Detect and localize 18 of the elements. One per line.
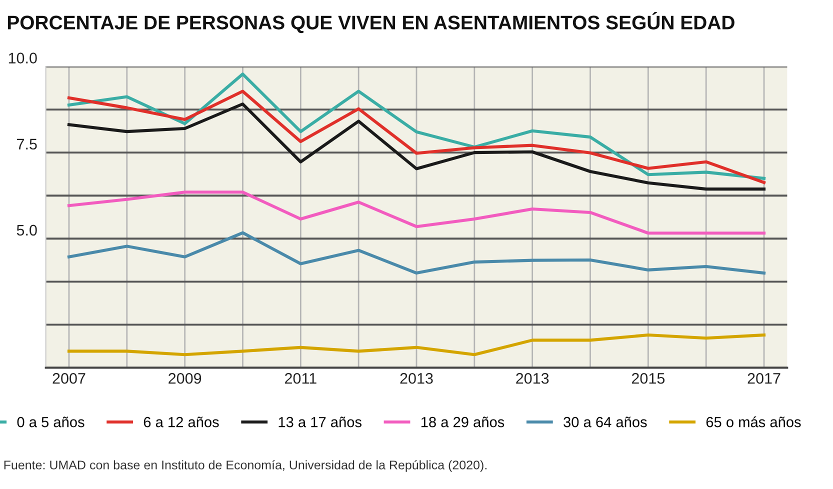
y-tick-label: 10.0 bbox=[8, 52, 37, 64]
chart-title: PORCENTAJE DE PERSONAS QUE VIVEN EN ASENTAMIENTOS SEGÚN EDAD bbox=[8, 12, 734, 34]
x-tick-label: 2017 bbox=[748, 372, 780, 384]
x-tick-label: 2013 bbox=[516, 372, 549, 384]
legend-label: 6 a 12 años bbox=[144, 416, 219, 428]
source-note: Fuente: UMAD con base en Instituto de Economía, Universidad de la República (2020). bbox=[4, 460, 486, 472]
y-tick-label: 5.0 bbox=[16, 224, 37, 236]
legend-label: 30 a 64 años bbox=[564, 416, 647, 428]
y-tick-label: 7.5 bbox=[17, 138, 37, 150]
legend-label: 65 o más años bbox=[706, 416, 801, 428]
legend-label: 18 a 29 años bbox=[421, 416, 504, 428]
x-tick-label: 2007 bbox=[52, 372, 86, 384]
x-tick-label: 2009 bbox=[168, 372, 202, 384]
legend-label: 13 a 17 años bbox=[278, 416, 362, 428]
x-tick-label: 2015 bbox=[632, 372, 665, 384]
x-tick-label: 2011 bbox=[285, 372, 316, 384]
x-tick-label: 2013 bbox=[400, 372, 433, 384]
legend-label: 0 a 5 años bbox=[17, 416, 84, 428]
